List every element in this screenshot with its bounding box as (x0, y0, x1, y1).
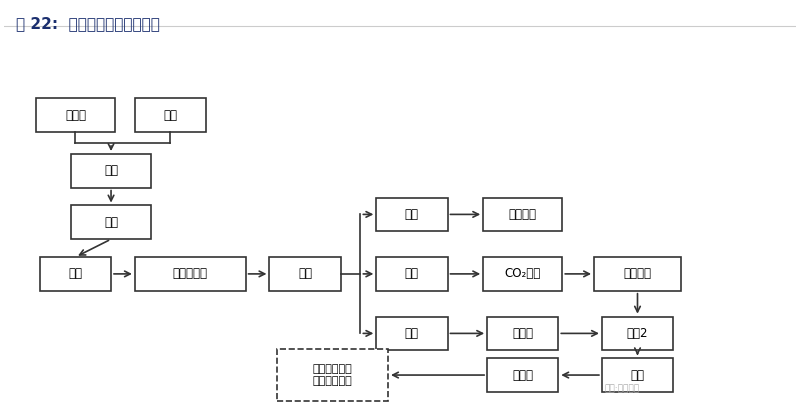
Text: 转化: 转化 (298, 267, 312, 280)
FancyBboxPatch shape (483, 257, 562, 291)
FancyBboxPatch shape (134, 257, 246, 291)
Text: 硫酸铯溶液: 硫酸铯溶液 (173, 267, 208, 280)
FancyBboxPatch shape (278, 349, 388, 401)
FancyBboxPatch shape (602, 358, 673, 392)
FancyBboxPatch shape (487, 317, 558, 350)
FancyBboxPatch shape (270, 257, 341, 291)
Text: 图 22:  铯盐产品制备工艺流程: 图 22: 铯盐产品制备工艺流程 (16, 16, 160, 31)
Text: 碳酸铯: 碳酸铯 (512, 369, 534, 382)
Text: 苛化: 苛化 (405, 208, 419, 221)
Text: 由碳酸铯盐转
型的其他铯盐: 由碳酸铯盐转 型的其他铯盐 (313, 364, 353, 386)
FancyBboxPatch shape (376, 317, 447, 350)
Text: 硫酸铯: 硫酸铯 (512, 327, 534, 340)
Text: 萃取: 萃取 (405, 267, 419, 280)
Text: 硫酸: 硫酸 (163, 109, 178, 122)
FancyBboxPatch shape (483, 198, 562, 231)
FancyBboxPatch shape (376, 198, 447, 231)
FancyBboxPatch shape (602, 317, 673, 350)
FancyBboxPatch shape (134, 98, 206, 132)
FancyBboxPatch shape (487, 358, 558, 392)
FancyBboxPatch shape (594, 257, 681, 291)
Text: 浓缩结晶: 浓缩结晶 (623, 267, 651, 280)
Text: 分离2: 分离2 (626, 327, 648, 340)
Text: 浓缩: 浓缩 (405, 327, 419, 340)
Text: 烘干: 烘干 (630, 369, 645, 382)
FancyBboxPatch shape (376, 257, 447, 291)
Text: 沉矾: 沉矾 (104, 216, 118, 229)
Text: 雪球·未来智库: 雪球·未来智库 (604, 384, 639, 393)
Text: 分离: 分离 (69, 267, 82, 280)
FancyBboxPatch shape (71, 154, 150, 188)
FancyBboxPatch shape (71, 205, 150, 239)
FancyBboxPatch shape (40, 257, 111, 291)
Text: 氢氧化铯: 氢氧化铯 (509, 208, 537, 221)
Text: CO₂反萃: CO₂反萃 (505, 267, 541, 280)
FancyBboxPatch shape (36, 98, 115, 132)
Text: 铯锎石: 铯锎石 (65, 109, 86, 122)
Text: 酸浸: 酸浸 (104, 164, 118, 177)
